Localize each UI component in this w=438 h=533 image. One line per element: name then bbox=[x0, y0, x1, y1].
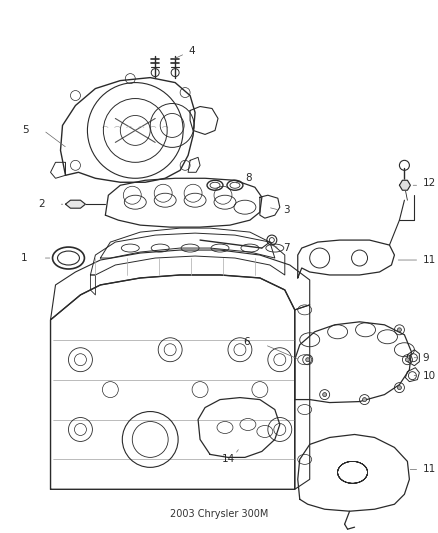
Text: 3: 3 bbox=[282, 205, 289, 215]
Text: 11: 11 bbox=[421, 464, 434, 474]
Circle shape bbox=[396, 328, 400, 332]
Text: 1: 1 bbox=[21, 253, 27, 263]
Text: 8: 8 bbox=[244, 173, 251, 183]
Circle shape bbox=[404, 358, 409, 362]
Text: 14: 14 bbox=[222, 455, 235, 464]
Polygon shape bbox=[399, 180, 410, 190]
Circle shape bbox=[305, 358, 309, 362]
Text: 10: 10 bbox=[421, 370, 434, 381]
Text: 5: 5 bbox=[23, 125, 29, 135]
Text: 11: 11 bbox=[421, 255, 434, 265]
Text: 7: 7 bbox=[282, 243, 289, 253]
Circle shape bbox=[396, 385, 400, 390]
Text: 6: 6 bbox=[243, 337, 249, 347]
Circle shape bbox=[362, 398, 366, 401]
Text: 2: 2 bbox=[39, 199, 45, 209]
Text: 4: 4 bbox=[187, 46, 194, 55]
Circle shape bbox=[322, 393, 326, 397]
Polygon shape bbox=[65, 200, 85, 208]
Text: 12: 12 bbox=[421, 178, 434, 188]
Text: 9: 9 bbox=[421, 353, 428, 363]
Text: 2003 Chrysler 300M: 2003 Chrysler 300M bbox=[170, 509, 268, 519]
